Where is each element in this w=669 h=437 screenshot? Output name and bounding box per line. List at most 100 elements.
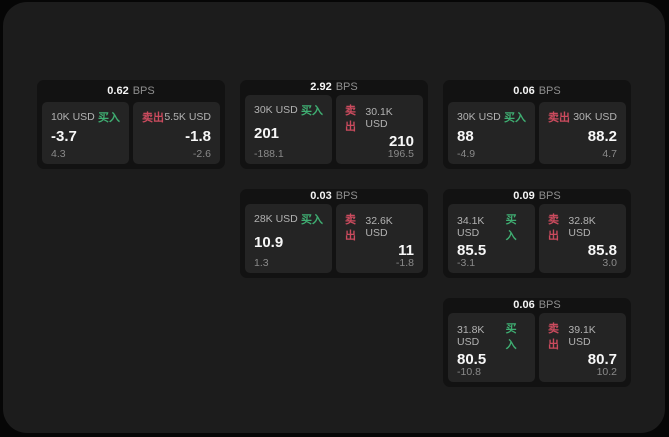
buy-sub-value: 1.3 <box>254 256 269 269</box>
sell-label: 卖出 <box>142 112 164 124</box>
buy-label: 买入 <box>301 213 323 226</box>
bps-header: 0.06 BPS <box>448 80 626 102</box>
sell-label: 卖出 <box>548 213 559 242</box>
buy-tile[interactable]: 31.8K USD 买入 80.5 -10.8 <box>448 312 535 382</box>
sell-sub-value: -2.6 <box>192 147 211 160</box>
sell-tile[interactable]: 卖出 30K USD 88.2 4.7 <box>539 102 626 164</box>
sell-sub-value: -1.8 <box>395 256 414 269</box>
app-window: 0.62 BPS 10K USD 买入 -3.7 4.3 卖出 5.5K USD <box>3 2 665 433</box>
buy-price: 10.9 <box>254 233 284 251</box>
bps-value: 0.09 <box>513 190 535 203</box>
bps-value: 0.06 <box>513 299 535 312</box>
sell-price: 85.8 <box>587 241 617 259</box>
buy-price: 80.5 <box>457 350 487 368</box>
buy-price: -3.7 <box>51 128 77 146</box>
sell-tile-top: 卖出 30.1K USD <box>345 102 414 134</box>
buy-tile[interactable]: 34.1K USD 买入 85.5 -3.1 <box>448 203 535 273</box>
quote-card: 0.06 BPS 30K USD 买入 88 -4.9 卖出 30K USD <box>443 80 631 169</box>
bps-value: 0.03 <box>310 190 332 203</box>
sell-tile[interactable]: 卖出 32.8K USD 85.8 3.0 <box>539 203 626 273</box>
buy-amount: 30K USD <box>457 111 501 123</box>
buy-label: 买入 <box>98 112 120 124</box>
buy-price: 85.5 <box>457 241 487 259</box>
bps-unit: BPS <box>132 85 155 97</box>
sell-amount: 39.1K USD <box>568 323 596 348</box>
buy-tile[interactable]: 30K USD 买入 201 -188.1 <box>245 94 332 164</box>
bps-value: 2.92 <box>310 81 332 94</box>
buy-tile-top: 10K USD 买入 <box>51 109 120 125</box>
card-body: 30K USD 买入 201 -188.1 卖出 30.1K USD 210 1… <box>245 94 423 164</box>
sell-sub-value: 4.7 <box>602 147 617 160</box>
buy-tile-top: 28K USD 买入 <box>254 211 323 227</box>
sell-tile-top: 卖出 32.8K USD <box>548 211 617 243</box>
sell-amount: 30K USD <box>573 111 617 123</box>
sell-tile[interactable]: 卖出 5.5K USD -1.8 -2.6 <box>133 102 220 164</box>
sell-tile-top: 卖出 32.6K USD <box>345 211 414 243</box>
buy-amount: 34.1K USD <box>457 214 485 239</box>
sell-label: 卖出 <box>548 112 570 124</box>
bps-unit: BPS <box>335 81 358 94</box>
buy-label: 买入 <box>505 213 517 242</box>
sell-amount: 5.5K USD <box>164 111 211 123</box>
sell-price: 11 <box>398 241 414 259</box>
sell-amount: 30.1K USD <box>365 105 393 130</box>
bps-header: 0.06 BPS <box>448 298 626 313</box>
buy-amount: 28K USD <box>254 212 298 225</box>
bps-unit: BPS <box>335 190 358 203</box>
buy-sub-value: -3.1 <box>457 256 476 269</box>
buy-tile[interactable]: 28K USD 买入 10.9 1.3 <box>245 203 332 273</box>
buy-tile-top: 34.1K USD 买入 <box>457 211 526 243</box>
sell-tile-top: 卖出 5.5K USD <box>142 109 211 125</box>
card-body: 10K USD 买入 -3.7 4.3 卖出 5.5K USD -1.8 -2.… <box>42 102 220 164</box>
buy-tile-top: 30K USD 买入 <box>457 109 526 125</box>
buy-price: 201 <box>254 124 280 142</box>
sell-price: 88.2 <box>587 128 617 146</box>
buy-sub-value: -4.9 <box>457 147 476 160</box>
sell-tile-top: 卖出 30K USD <box>548 109 617 125</box>
buy-tile[interactable]: 10K USD 买入 -3.7 4.3 <box>42 102 129 164</box>
buy-tile-top: 30K USD 买入 <box>254 102 323 118</box>
buy-tile[interactable]: 30K USD 买入 88 -4.9 <box>448 102 535 164</box>
sell-label: 卖出 <box>345 104 356 133</box>
buy-amount: 31.8K USD <box>457 323 485 348</box>
sell-label: 卖出 <box>548 322 559 351</box>
buy-sub-value: 4.3 <box>51 147 66 160</box>
quote-grid: 0.62 BPS 10K USD 买入 -3.7 4.3 卖出 5.5K USD <box>3 2 665 388</box>
bps-unit: BPS <box>538 85 561 97</box>
buy-sub-value: -188.1 <box>254 147 284 160</box>
bps-header: 0.03 BPS <box>245 189 423 204</box>
buy-label: 买入 <box>504 112 526 124</box>
sell-sub-value: 3.0 <box>602 256 617 269</box>
buy-label: 买入 <box>505 322 517 351</box>
buy-tile-top: 31.8K USD 买入 <box>457 320 526 352</box>
quote-card: 2.92 BPS 30K USD 买入 201 -188.1 卖出 30.1K … <box>240 80 428 169</box>
sell-price: -1.8 <box>185 128 211 146</box>
quote-card: 0.09 BPS 34.1K USD 买入 85.5 -3.1 卖出 32.8K… <box>443 189 631 278</box>
bps-header: 2.92 BPS <box>245 80 423 95</box>
bps-header: 0.62 BPS <box>42 80 220 102</box>
buy-price: 88 <box>457 128 474 146</box>
sell-price: 210 <box>388 132 414 150</box>
card-body: 30K USD 买入 88 -4.9 卖出 30K USD 88.2 4.7 <box>448 102 626 164</box>
sell-tile[interactable]: 卖出 39.1K USD 80.7 10.2 <box>539 312 626 382</box>
sell-sub-value: 10.2 <box>596 365 617 378</box>
bps-unit: BPS <box>538 190 561 203</box>
buy-sub-value: -10.8 <box>457 365 481 378</box>
bps-value: 0.06 <box>513 85 535 97</box>
bps-unit: BPS <box>538 299 561 312</box>
buy-amount: 30K USD <box>254 103 298 116</box>
quote-card: 0.03 BPS 28K USD 买入 10.9 1.3 卖出 32.6K US… <box>240 189 428 278</box>
sell-tile-top: 卖出 39.1K USD <box>548 320 617 352</box>
sell-amount: 32.8K USD <box>568 214 596 239</box>
sell-price: 80.7 <box>587 350 617 368</box>
buy-label: 买入 <box>301 104 323 117</box>
sell-label: 卖出 <box>345 213 356 242</box>
card-body: 34.1K USD 买入 85.5 -3.1 卖出 32.8K USD 85.8… <box>448 203 626 273</box>
sell-tile[interactable]: 卖出 30.1K USD 210 196.5 <box>336 94 423 164</box>
sell-tile[interactable]: 卖出 32.6K USD 11 -1.8 <box>336 203 423 273</box>
quote-card: 0.06 BPS 31.8K USD 买入 80.5 -10.8 卖出 39.1… <box>443 298 631 387</box>
bps-header: 0.09 BPS <box>448 189 626 204</box>
quote-card: 0.62 BPS 10K USD 买入 -3.7 4.3 卖出 5.5K USD <box>37 80 225 169</box>
card-body: 31.8K USD 买入 80.5 -10.8 卖出 39.1K USD 80.… <box>448 312 626 382</box>
card-body: 28K USD 买入 10.9 1.3 卖出 32.6K USD 11 -1.8 <box>245 203 423 273</box>
